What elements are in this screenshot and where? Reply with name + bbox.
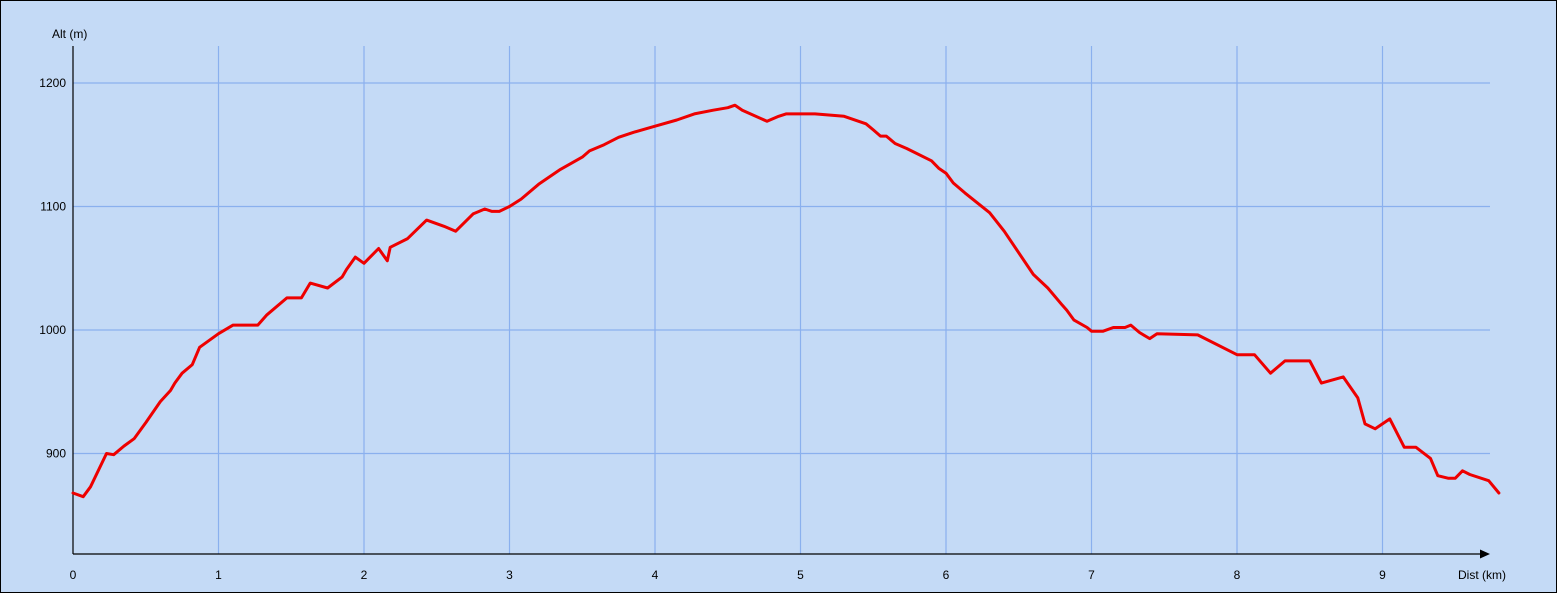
y-axis-title: Alt (m) xyxy=(52,27,87,41)
x-tick-label: 1 xyxy=(215,568,222,582)
y-tick-label: 1200 xyxy=(39,76,66,90)
x-tick-label: 9 xyxy=(1379,568,1386,582)
x-tick-label: 7 xyxy=(1088,568,1095,582)
elevation-series-line xyxy=(71,103,1501,499)
tick-labels: 0 1 2 3 4 5 6 7 8 9 900 1000 1100 1200 xyxy=(39,76,1386,582)
y-tick-label: 1000 xyxy=(39,323,66,337)
x-axis-title: Dist (km) xyxy=(1458,568,1506,582)
y-tick-label: 900 xyxy=(46,447,66,461)
x-tick-label: 2 xyxy=(361,568,368,582)
x-tick-label: 6 xyxy=(943,568,950,582)
axes xyxy=(72,46,1490,559)
x-tick-label: 0 xyxy=(70,568,77,582)
y-tick-label: 1100 xyxy=(40,200,66,214)
x-axis-arrow xyxy=(1480,549,1490,559)
x-tick-label: 5 xyxy=(797,568,804,582)
grid xyxy=(73,46,1490,554)
x-tick-label: 3 xyxy=(506,568,513,582)
x-tick-label: 4 xyxy=(652,568,659,582)
x-tick-label: 8 xyxy=(1234,568,1241,582)
